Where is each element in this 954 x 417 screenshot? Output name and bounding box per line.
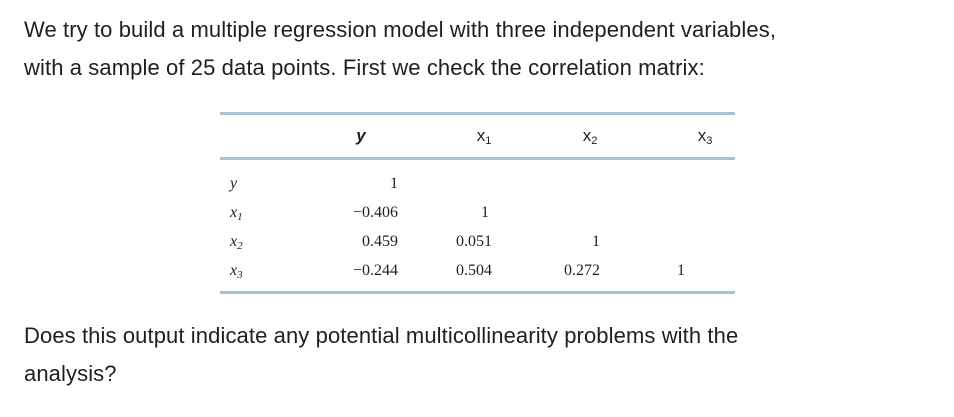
column-header-x1: x1 <box>464 126 504 147</box>
table-cell: 0.459 <box>362 233 398 250</box>
column-header-x3-name: x <box>697 126 707 145</box>
table-cell: 1 <box>481 204 489 221</box>
row-label-x2-sub: 2 <box>237 240 243 252</box>
row-label-x3: x3 <box>230 262 243 281</box>
table-top-rule <box>220 112 735 115</box>
column-header-x2-name: x <box>582 126 592 145</box>
table-cell: 1 <box>677 262 685 279</box>
row-label-y: y <box>230 175 237 193</box>
row-label-x1-name: x <box>230 204 238 221</box>
table-cell: 1 <box>390 175 398 192</box>
question-line-1: Does this output indicate any potential … <box>24 323 739 348</box>
question-paragraph: Does this output indicate any potential … <box>24 317 738 393</box>
row-label-x2-name: x <box>230 233 238 250</box>
column-header-x2: x2 <box>570 126 610 147</box>
table-cell: 0.051 <box>456 233 492 250</box>
column-header-y-name: y <box>356 126 366 145</box>
table-cell: 1 <box>592 233 600 250</box>
row-label-x3-sub: 3 <box>237 269 243 281</box>
intro-line-1: We try to build a multiple regression mo… <box>24 17 777 42</box>
table-cell: 0.504 <box>456 262 492 279</box>
intro-paragraph: We try to build a multiple regression mo… <box>24 11 776 87</box>
column-header-x1-name: x <box>476 126 486 145</box>
column-header-x1-sub: 1 <box>485 135 492 147</box>
row-label-x2: x2 <box>230 233 243 252</box>
row-label-y-name: y <box>230 175 238 192</box>
column-header-x2-sub: 2 <box>591 135 598 147</box>
correlation-matrix-table: y x1 x2 x3 y x1 x2 x3 1 −0.406 1 0.459 0… <box>220 112 735 296</box>
table-header-rule <box>220 157 735 160</box>
question-line-2: analysis? <box>24 361 117 386</box>
row-label-x1: x1 <box>230 204 243 223</box>
table-bottom-rule <box>220 291 735 294</box>
table-cell: −0.244 <box>352 262 398 279</box>
row-label-x3-name: x <box>230 262 238 279</box>
intro-line-2: with a sample of 25 data points. First w… <box>24 55 705 80</box>
table-cell: −0.406 <box>352 204 398 221</box>
column-header-y: y <box>341 126 381 146</box>
column-header-x3-sub: 3 <box>706 135 713 147</box>
table-cell: 0.272 <box>564 262 600 279</box>
row-label-x1-sub: 1 <box>237 211 243 223</box>
column-header-x3: x3 <box>685 126 725 147</box>
